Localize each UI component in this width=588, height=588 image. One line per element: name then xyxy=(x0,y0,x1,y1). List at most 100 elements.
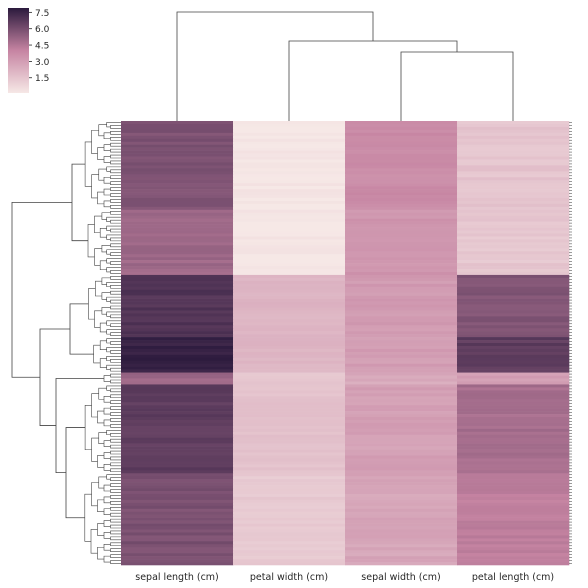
dendrogram-link xyxy=(103,156,111,163)
dendrogram-link xyxy=(110,468,121,473)
heatmap-cell xyxy=(233,431,346,436)
heatmap-cell xyxy=(121,556,234,560)
heatmap-cell xyxy=(457,541,570,545)
dendrogram-link xyxy=(110,418,121,422)
heatmap-cell xyxy=(121,369,234,373)
heatmap-cell xyxy=(345,422,458,427)
heatmap-cell xyxy=(121,461,234,465)
heatmap-cell xyxy=(457,313,570,317)
heatmap-cell xyxy=(345,132,458,137)
heatmap-cell xyxy=(121,431,234,436)
heatmap-cell xyxy=(345,399,458,403)
heatmap-cell xyxy=(233,224,346,228)
heatmap-cell xyxy=(121,434,234,439)
heatmap-cell xyxy=(345,390,458,394)
heatmap-cell xyxy=(121,553,234,557)
heatmap-cell xyxy=(233,180,346,184)
heatmap-cell xyxy=(233,396,346,400)
heatmap-cell xyxy=(457,417,570,421)
heatmap-cell xyxy=(121,138,234,143)
heatmap-cell xyxy=(345,485,458,489)
heatmap-cell xyxy=(121,192,234,196)
heatmap-cell xyxy=(457,289,570,293)
heatmap-cell xyxy=(345,153,458,157)
heatmap-cell xyxy=(233,156,346,160)
dendrogram-link xyxy=(110,483,121,487)
dendrogram-link xyxy=(110,350,121,354)
heatmap-cell xyxy=(457,239,570,243)
dendrogram-link xyxy=(99,228,107,238)
heatmap-cell xyxy=(121,141,234,145)
heatmap-cell xyxy=(345,408,458,412)
heatmap-cell xyxy=(121,396,234,400)
dendrogram-link xyxy=(106,474,121,480)
heatmap-cell xyxy=(233,372,346,376)
heatmap-cell xyxy=(233,345,346,350)
heatmap-cell xyxy=(457,153,570,157)
heatmap-cell xyxy=(121,425,234,430)
heatmap-cell xyxy=(121,189,234,193)
heatmap-cell xyxy=(233,138,346,143)
heatmap-cell xyxy=(345,538,458,542)
dendrogram-link xyxy=(98,124,107,137)
heatmap-cell xyxy=(457,544,570,548)
heatmap-cell xyxy=(233,233,346,237)
heatmap-cell xyxy=(345,286,458,291)
heatmap-cell xyxy=(121,171,234,175)
heatmap-cell xyxy=(233,399,346,403)
column-label: petal width (cm) xyxy=(250,572,328,583)
heatmap-cell xyxy=(121,195,234,199)
heatmap-cell xyxy=(345,245,458,249)
heatmap-cell xyxy=(233,443,346,447)
heatmap-cell xyxy=(121,408,234,412)
heatmap-cell xyxy=(121,372,234,376)
heatmap-cell xyxy=(233,508,346,513)
heatmap-cell xyxy=(121,476,234,480)
dendrogram-link xyxy=(103,508,111,515)
dendrogram-link xyxy=(106,282,121,288)
dendrogram-link xyxy=(110,199,121,203)
heatmap-cell xyxy=(457,307,570,311)
heatmap-cell xyxy=(457,393,570,397)
heatmap-cell xyxy=(457,455,570,459)
dendrogram-link xyxy=(110,358,121,363)
dendrogram-link xyxy=(110,450,121,455)
heatmap-cell xyxy=(345,310,458,314)
heatmap-cell xyxy=(457,292,570,296)
heatmap-cell xyxy=(233,236,346,240)
heatmap-cell xyxy=(233,209,346,214)
heatmap-cell xyxy=(345,393,458,397)
heatmap-cell xyxy=(457,277,570,282)
heatmap-cell xyxy=(233,381,346,385)
heatmap-cell xyxy=(457,437,570,441)
heatmap-cell xyxy=(457,245,570,249)
heatmap-cell xyxy=(233,390,346,394)
dendrogram-link xyxy=(103,543,111,551)
heatmap-cell xyxy=(345,227,458,231)
heatmap-cell xyxy=(121,541,234,545)
heatmap-cell xyxy=(233,239,346,243)
heatmap-cell xyxy=(233,550,346,554)
heatmap-cell xyxy=(121,248,234,252)
dendrogram-link xyxy=(110,284,121,289)
heatmap-cell xyxy=(345,523,458,527)
dendrogram-link xyxy=(103,532,111,539)
heatmap-cell xyxy=(457,280,570,285)
heatmap-cell xyxy=(233,301,346,305)
heatmap-cell xyxy=(233,274,346,279)
heatmap-cell xyxy=(345,414,458,418)
heatmap-cell xyxy=(121,269,234,273)
heatmap-cell xyxy=(345,541,458,545)
heatmap-cell xyxy=(345,316,458,320)
heatmap-cell xyxy=(121,301,234,305)
heatmap-cell xyxy=(345,126,458,131)
heatmap-cell xyxy=(121,499,234,504)
heatmap-cell xyxy=(457,348,570,353)
heatmap-cell xyxy=(457,328,570,332)
heatmap-cell xyxy=(121,464,234,468)
heatmap-cell xyxy=(457,526,570,530)
heatmap-cell xyxy=(345,493,458,498)
dendrogram-link xyxy=(110,290,121,295)
heatmap-cell xyxy=(121,239,234,243)
